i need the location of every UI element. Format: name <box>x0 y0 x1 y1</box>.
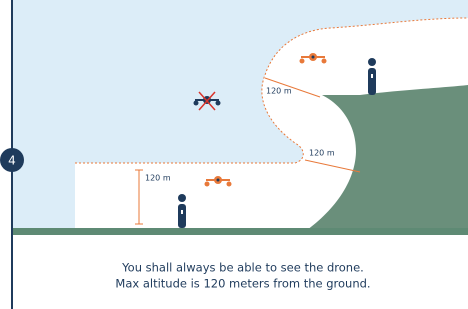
ground <box>12 228 468 235</box>
distance-label: 120 m <box>266 87 292 96</box>
page: 120 m 120 m 120 m 4 You shall always be … <box>0 0 468 309</box>
caption: Max altitude is 120 meters from the grou… <box>115 277 370 291</box>
illustration: 120 m 120 m 120 m 4 You shall always be … <box>0 0 468 309</box>
distance-label: 120 m <box>145 174 171 183</box>
step-number: 4 <box>8 154 16 168</box>
distance-label: 120 m <box>309 149 335 158</box>
caption: You shall always be able to see the dron… <box>121 261 364 275</box>
